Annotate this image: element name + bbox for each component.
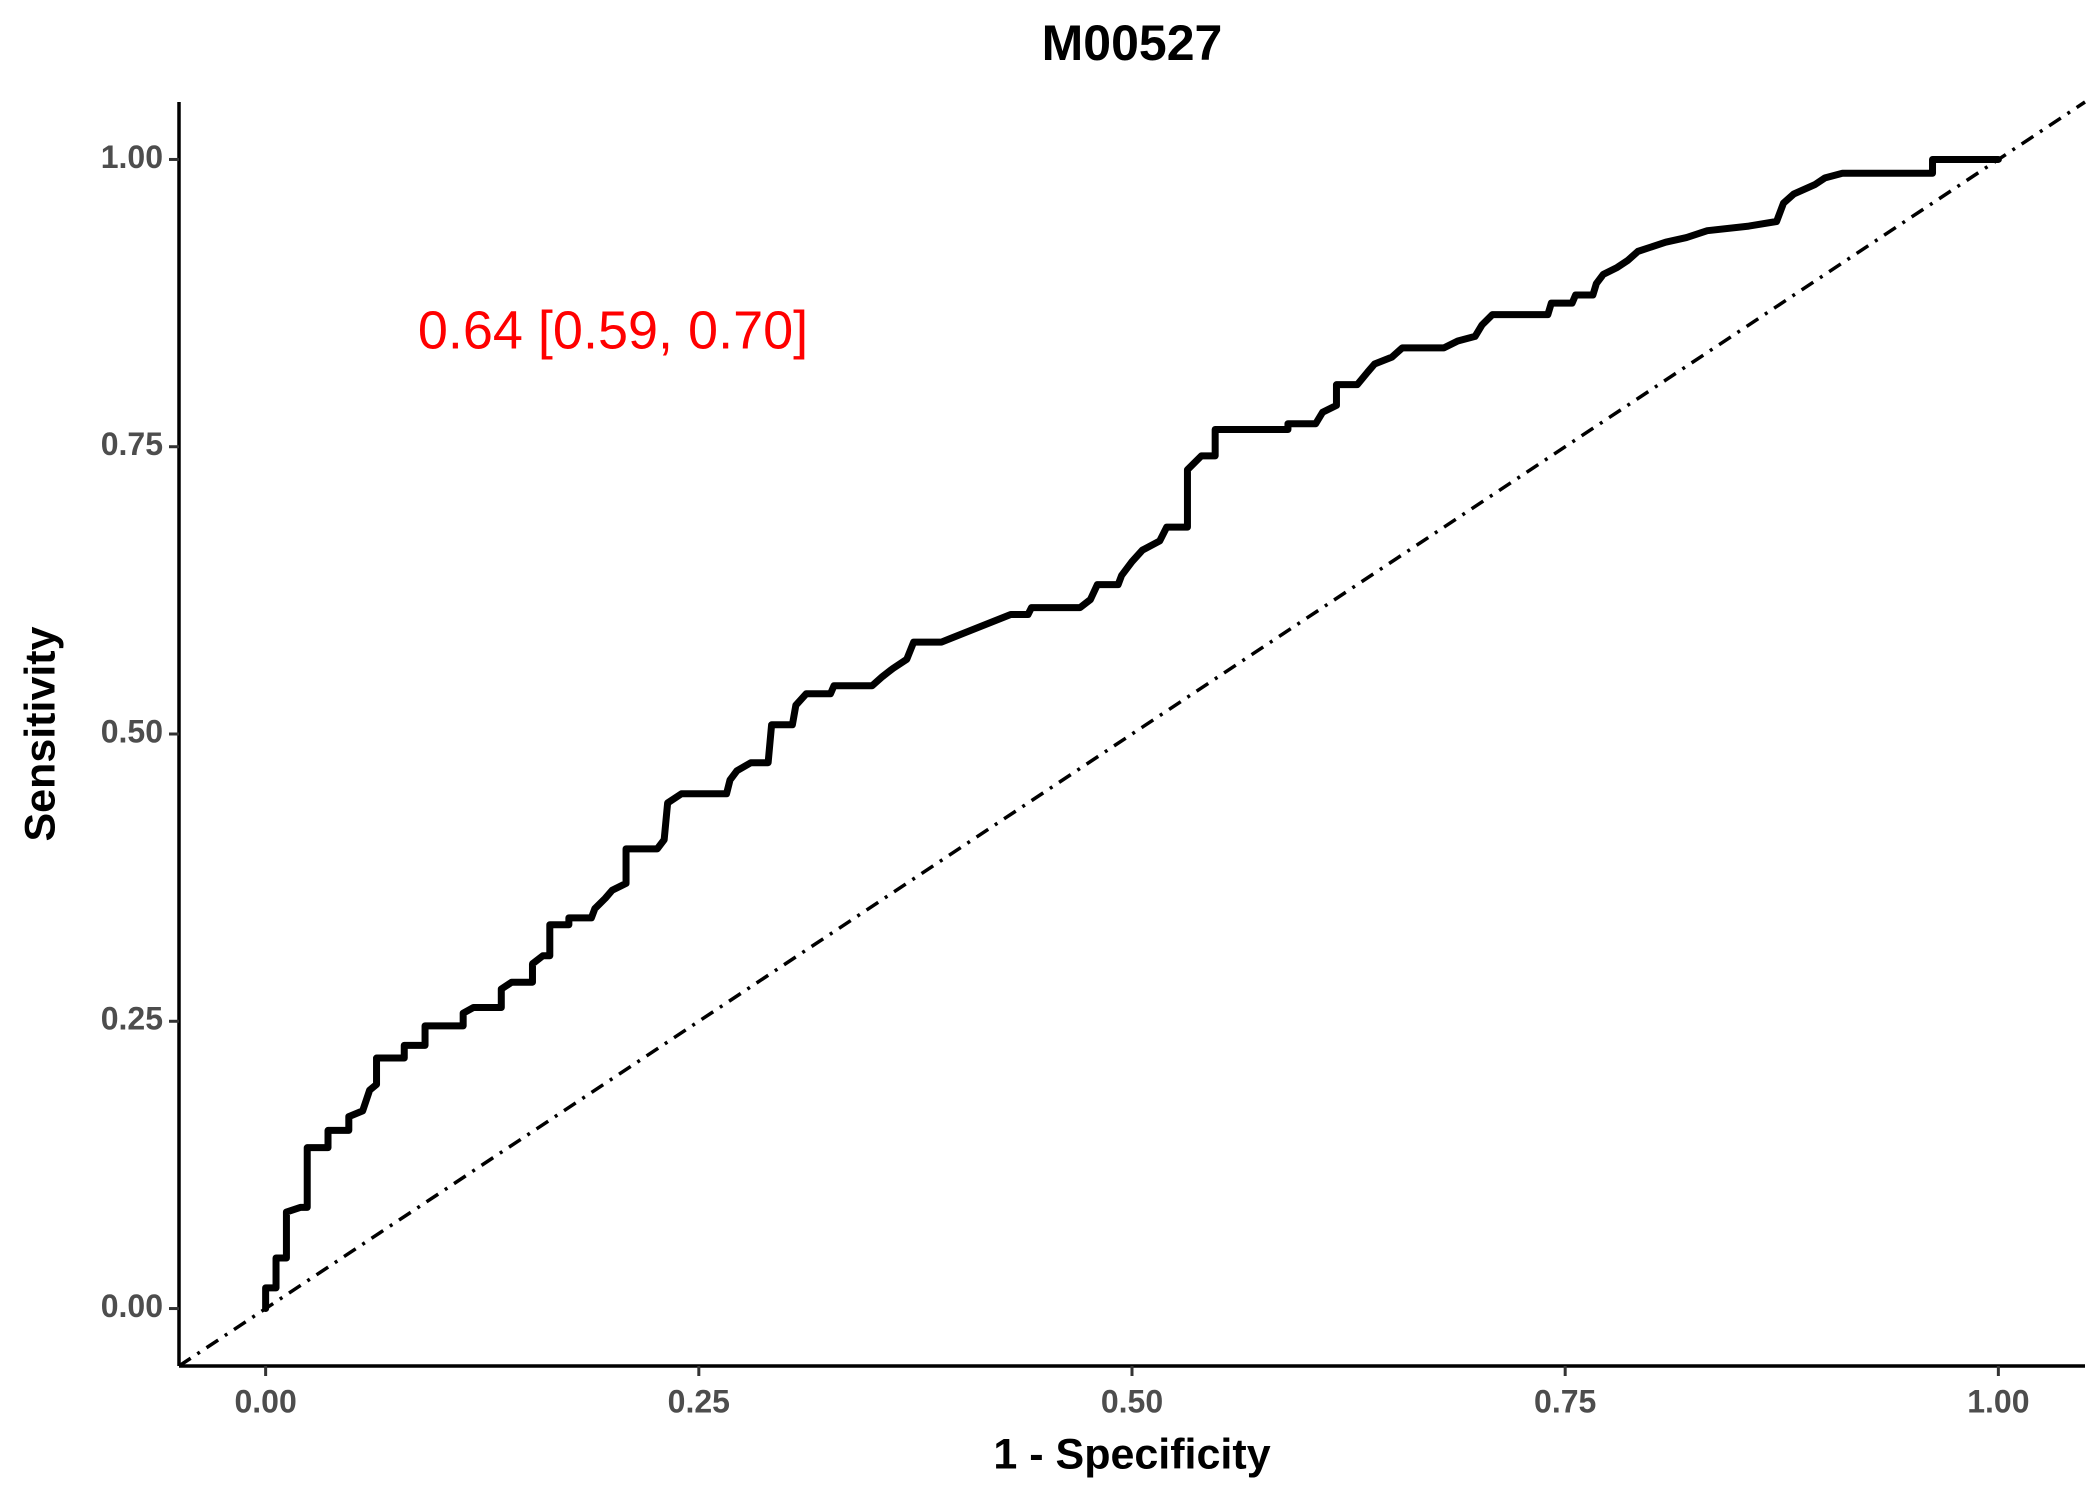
x-tick-label: 0.75 bbox=[1534, 1383, 1596, 1419]
chart-title: M00527 bbox=[1042, 15, 1223, 71]
y-axis-title: Sensitivity bbox=[16, 626, 64, 841]
y-tick-label: 0.25 bbox=[101, 1001, 163, 1037]
y-tick-label: 0.00 bbox=[101, 1288, 163, 1324]
x-axis-title: 1 - Specificity bbox=[993, 1430, 1270, 1478]
y-tick-label: 1.00 bbox=[101, 139, 163, 175]
y-tick-label: 0.75 bbox=[101, 426, 163, 462]
roc-curve bbox=[262, 155, 2002, 1313]
reference-diagonal bbox=[178, 100, 2086, 1368]
auc-annotation: 0.64 [0.59, 0.70] bbox=[418, 300, 808, 360]
x-tick-label: 0.00 bbox=[234, 1383, 296, 1419]
y-tick-label: 0.50 bbox=[101, 713, 163, 749]
x-tick-label: 0.50 bbox=[1101, 1383, 1163, 1419]
x-tick-label: 1.00 bbox=[1967, 1383, 2029, 1419]
x-tick-label: 0.25 bbox=[668, 1383, 730, 1419]
